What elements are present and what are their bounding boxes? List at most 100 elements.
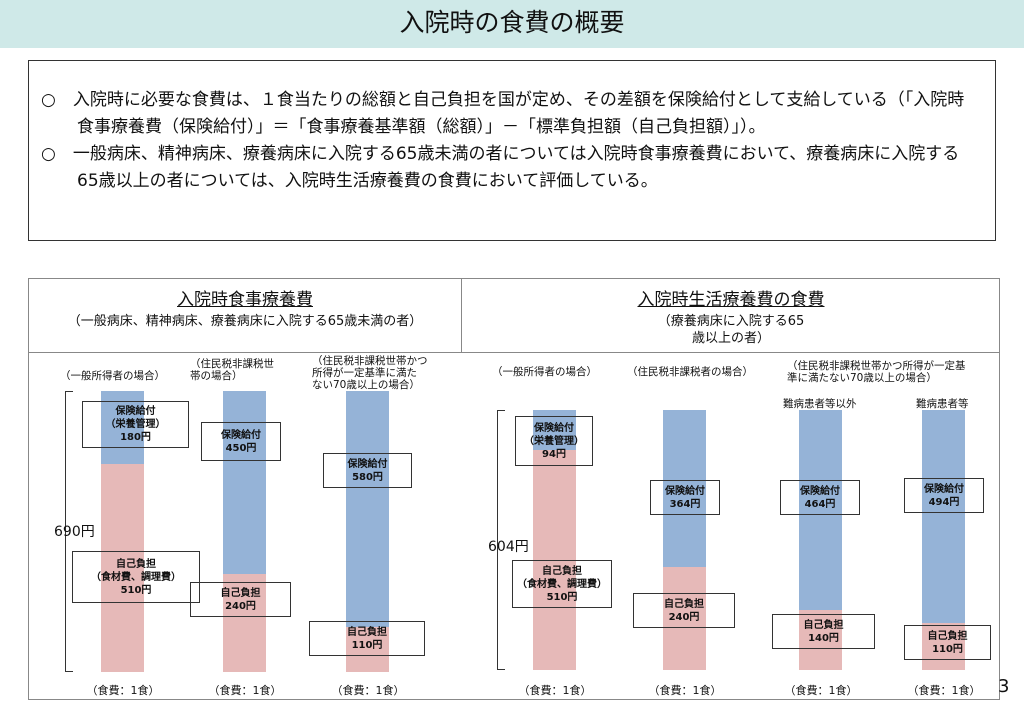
category-label: （住民税非課税世帯かつ 所得が一定基準に満た ない70歳以上の場合） xyxy=(312,355,428,391)
data-label: 保険給付 464円 xyxy=(780,480,860,515)
data-label-line: 450円 xyxy=(225,442,257,454)
data-label: 自己負担 240円 xyxy=(190,582,291,617)
category-label-line: 帯の場合） xyxy=(190,370,243,382)
data-label-line: 自己負担 xyxy=(116,558,156,570)
data-label-line: 94円 xyxy=(542,448,566,460)
chart-subtitle: （一般病床、精神病床、療養病床に入院する65歳未満の者） xyxy=(67,314,423,329)
bar-segment-insurance xyxy=(101,391,144,465)
data-label: 保険給付 580円 xyxy=(323,453,412,488)
data-label-line: 110円 xyxy=(351,639,383,651)
summary-box: ○ 入院時に必要な食費は、１食当たりの総額と自己負担を国が定め、その差額を保険給… xyxy=(28,60,996,241)
category-label-line: （一般所得者の場合） xyxy=(492,366,597,378)
chart-subtitle: （療養病床に入院する65歳以上の者） xyxy=(657,314,805,346)
total-bracket xyxy=(497,410,505,670)
total-label: 604円 xyxy=(488,539,529,555)
category-label-line: （住民税非課税者の場合） xyxy=(627,366,753,378)
bar-segment-self-pay xyxy=(346,627,389,672)
summary-line: ○ 一般病床、精神病床、療養病床に入院する65歳未満の者については入院時食事療養… xyxy=(41,144,960,191)
data-label-line: 510円 xyxy=(120,584,152,596)
bar-segment-insurance xyxy=(663,410,706,567)
data-label: 保険給付 494円 xyxy=(904,478,984,513)
category-label: 難病患者等以外 xyxy=(783,398,857,410)
data-label-line: 110円 xyxy=(932,643,963,655)
data-label-line: 464円 xyxy=(804,498,836,510)
data-label-line: （食材費、調理費） xyxy=(517,578,607,590)
data-label: 自己負担 （食材費、調理費） 510円 xyxy=(512,560,612,608)
left-chart-header: 入院時食事療養費 （一般病床、精神病床、療養病床に入院する65歳未満の者） xyxy=(29,279,462,353)
data-label-line: 510円 xyxy=(546,591,578,603)
x-axis-label: （食費：1食） xyxy=(907,684,981,697)
category-label-line: ない70歳以上の場合） xyxy=(312,379,420,391)
charts-panel: 入院時食事療養費 （一般病床、精神病床、療養病床に入院する65歳未満の者） 入院… xyxy=(28,278,1000,700)
data-label-line: 自己負担 xyxy=(542,565,582,577)
data-label-line: （食材費、調理費） xyxy=(91,571,181,583)
bar-segment-insurance xyxy=(346,391,389,628)
data-label-line: 自己負担 xyxy=(664,598,704,610)
data-label-line: 保険給付 xyxy=(924,483,964,495)
category-label-line: （住民税非課税世帯かつ xyxy=(312,355,428,367)
bar-segment-insurance xyxy=(922,410,965,623)
data-label-line: 保険給付 xyxy=(115,406,156,417)
data-label-line: 364円 xyxy=(669,498,701,510)
bar-segment-self-pay xyxy=(922,622,965,670)
data-label-line: 580円 xyxy=(352,471,383,483)
chart-title: 入院時食事療養費 xyxy=(177,290,313,310)
total-label: 690円 xyxy=(54,524,95,540)
right-chart-header: 入院時生活療養費の食費 （療養病床に入院する65歳以上の者） xyxy=(462,279,1000,353)
category-label: （住民税非課税者の場合） xyxy=(627,366,753,378)
x-axis-label: （食費：1食） xyxy=(86,684,160,697)
bar-segment-self-pay xyxy=(101,464,144,672)
data-label: 自己負担 110円 xyxy=(309,621,425,656)
page-title: 入院時の食費の概要 xyxy=(0,0,1024,48)
category-label-line: 所得が一定基準に満た xyxy=(312,367,417,379)
category-label: 難病患者等 xyxy=(916,398,969,410)
category-label-line: （一般所得者の場合） xyxy=(60,370,165,382)
data-label-line: 保険給付 xyxy=(534,422,574,434)
group-label: （住民税非課税世帯かつ所得が一定基 準に満たない70歳以上の場合） xyxy=(787,360,966,384)
data-label-line: 保険給付 xyxy=(347,458,388,470)
bar-segment-insurance xyxy=(223,391,266,575)
data-label: 保険給付 （栄養管理） 180円 xyxy=(82,401,189,448)
x-axis-label: （食費：1食） xyxy=(648,684,722,697)
category-label-line: （住民税非課税世 xyxy=(190,358,274,370)
data-label-line: 自己負担 xyxy=(927,630,968,642)
category-label: （一般所得者の場合） xyxy=(492,366,597,378)
x-axis-label: （食費：1食） xyxy=(331,684,405,697)
data-label-line: 保険給付 xyxy=(221,429,261,441)
data-label: 自己負担 140円 xyxy=(772,614,875,649)
data-label-line: 240円 xyxy=(668,611,700,623)
data-label: 自己負担 240円 xyxy=(633,593,735,628)
summary-line: ○ 入院時に必要な食費は、１食当たりの総額と自己負担を国が定め、その差額を保険給… xyxy=(41,90,965,137)
data-label: 自己負担 （食材費、調理費） 510円 xyxy=(72,551,200,603)
bar-segment-self-pay xyxy=(799,609,842,670)
x-axis-label: （食費：1食） xyxy=(208,684,282,697)
data-label: 自己負担 110円 xyxy=(904,625,991,660)
bar-segment-insurance xyxy=(799,410,842,610)
group-label-line: 準に満たない70歳以上の場合） xyxy=(787,372,937,384)
category-label-line: 難病患者等 xyxy=(916,398,969,410)
data-label: 保険給付 （栄養管理） 94円 xyxy=(515,416,593,466)
category-label: （住民税非課税世 帯の場合） xyxy=(190,358,274,382)
data-label-line: （栄養管理） xyxy=(524,435,584,447)
data-label-line: 自己負担 xyxy=(803,619,844,631)
category-label-line: 難病患者等以外 xyxy=(783,398,857,410)
data-label-line: 保険給付 xyxy=(665,485,705,497)
x-axis-label: （食費：1食） xyxy=(784,684,858,697)
total-bracket xyxy=(65,391,73,672)
data-label-line: 240円 xyxy=(225,600,256,612)
data-label-line: 494円 xyxy=(928,496,960,508)
category-label: （一般所得者の場合） xyxy=(60,370,165,382)
data-label-line: 自己負担 xyxy=(347,626,387,638)
data-label-line: 140円 xyxy=(808,632,839,644)
data-label: 保険給付 364円 xyxy=(650,480,720,515)
page-number: 3 xyxy=(998,676,1010,697)
data-label: 保険給付 450円 xyxy=(201,422,281,461)
x-axis-label: （食費：1食） xyxy=(518,684,592,697)
group-label-line: （住民税非課税世帯かつ所得が一定基 xyxy=(787,360,966,372)
bar-segment-self-pay xyxy=(223,574,266,672)
data-label-line: 180円 xyxy=(120,432,151,443)
chart-title: 入院時生活療養費の食費 xyxy=(637,290,825,310)
data-label-line: 保険給付 xyxy=(800,485,840,497)
data-label-line: （栄養管理） xyxy=(105,419,166,430)
data-label-line: 自己負担 xyxy=(220,587,261,599)
